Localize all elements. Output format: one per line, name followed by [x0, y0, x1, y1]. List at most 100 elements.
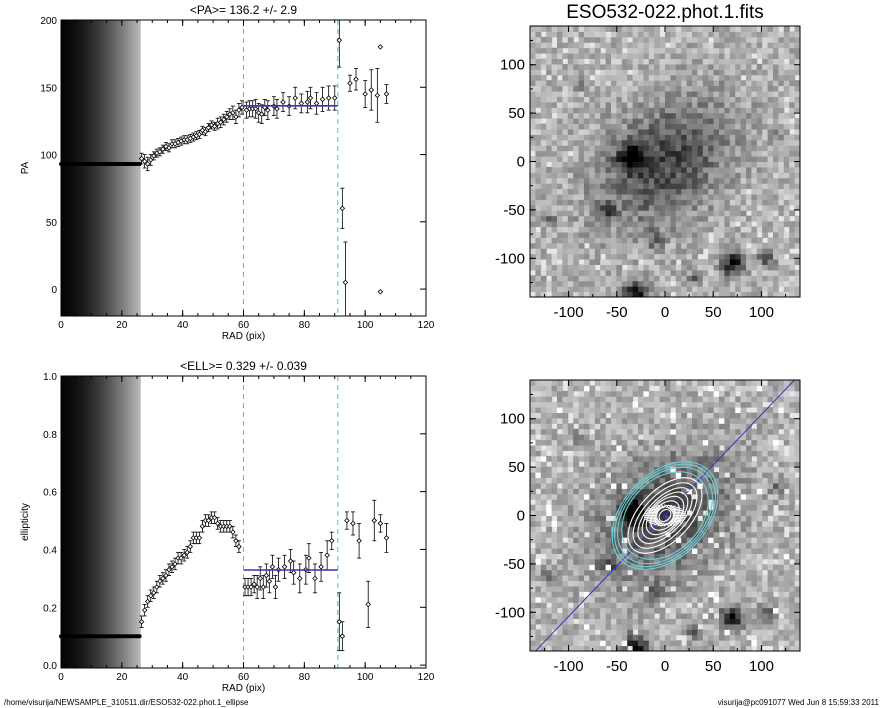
pixel: [665, 428, 671, 435]
pixel: [621, 248, 628, 255]
data-point: [138, 618, 145, 625]
pixel: [600, 166, 607, 173]
profile-plot-ell: 0 20 40 60 80 100 1200.00.20.40.60.81.0<ELL>= …: [20, 359, 435, 694]
pixel: [681, 412, 688, 419]
pixel: [778, 107, 785, 114]
pixel: [724, 47, 731, 54]
pixel: [578, 177, 585, 184]
pixel: [546, 531, 553, 538]
pixel: [665, 526, 671, 533]
pixel: [584, 80, 590, 87]
pixel: [573, 466, 580, 473]
pixel: [557, 472, 563, 479]
pixel: [546, 482, 553, 489]
pixel: [654, 128, 661, 135]
pixel: [530, 607, 536, 614]
pixel: [557, 407, 563, 414]
pixel: [675, 237, 682, 244]
pixel: [638, 569, 644, 576]
pixel: [535, 264, 542, 271]
pixel: [675, 450, 682, 457]
pixel: [746, 150, 752, 157]
pixel: [729, 172, 736, 179]
pixel: [692, 280, 698, 287]
pixel: [530, 602, 536, 609]
pixel: [562, 472, 569, 479]
pixel: [551, 280, 558, 287]
pixel: [632, 150, 639, 157]
pixel: [627, 390, 634, 397]
pixel: [627, 412, 634, 419]
pixel: [540, 569, 547, 576]
pixel: [616, 607, 623, 614]
pixel: [589, 526, 596, 533]
pixel: [573, 199, 580, 206]
pixel: [648, 26, 655, 32]
pixel: [767, 42, 774, 49]
pixel: [567, 493, 574, 500]
pixel: [627, 215, 634, 222]
pixel: [551, 150, 558, 157]
pixel: [578, 101, 585, 108]
pixel: [584, 156, 590, 162]
pixel: [546, 585, 553, 592]
pixel: [530, 286, 536, 293]
data-point: [157, 149, 163, 155]
pixel: [567, 499, 574, 506]
pixel: [584, 488, 590, 495]
pixel: [740, 161, 747, 168]
pixel: [643, 172, 650, 179]
pixel: [594, 380, 601, 386]
pixel: [675, 172, 682, 179]
pixel: [578, 204, 585, 211]
pixel: [702, 26, 709, 32]
pixel: [600, 221, 607, 228]
pixel: [702, 472, 709, 479]
pixel: [767, 215, 774, 222]
pixel: [659, 542, 666, 549]
pixel: [719, 242, 725, 249]
pixel: [530, 575, 536, 582]
pixel: [735, 134, 742, 141]
pixel: [621, 107, 628, 114]
pixel: [584, 166, 590, 173]
data-point: [214, 520, 221, 527]
pixel: [605, 482, 612, 489]
pixel: [681, 286, 688, 293]
pixel: [546, 493, 553, 500]
pixel: [648, 645, 655, 651]
pixel: [702, 434, 709, 441]
pixel: [681, 161, 688, 168]
pixel: [654, 123, 661, 130]
pixel: [632, 156, 639, 162]
pixel: [670, 237, 677, 244]
pixel: [665, 221, 671, 228]
pixel: [767, 221, 774, 228]
pixel: [713, 85, 720, 92]
pixel: [675, 520, 682, 527]
pixel: [594, 493, 601, 500]
pixel: [600, 269, 607, 276]
pixel: [621, 602, 628, 609]
data-point: [313, 100, 320, 107]
pixel: [702, 640, 709, 647]
pixel: [573, 118, 580, 125]
pixel: [692, 645, 698, 651]
pixel: [670, 482, 677, 489]
pixel: [562, 134, 569, 141]
pixel: [589, 112, 596, 119]
pixel: [675, 101, 682, 108]
pixel: [557, 139, 563, 146]
pixel: [665, 226, 671, 233]
pixel: [643, 194, 650, 200]
pixel: [762, 36, 769, 43]
pixel: [794, 42, 800, 49]
pixel: [767, 242, 774, 249]
pixel: [719, 215, 725, 222]
pixel: [584, 221, 590, 228]
pixel: [702, 380, 709, 386]
pixel: [632, 472, 639, 479]
pixel: [702, 499, 709, 506]
pixel: [611, 455, 617, 462]
pixel: [562, 585, 569, 592]
